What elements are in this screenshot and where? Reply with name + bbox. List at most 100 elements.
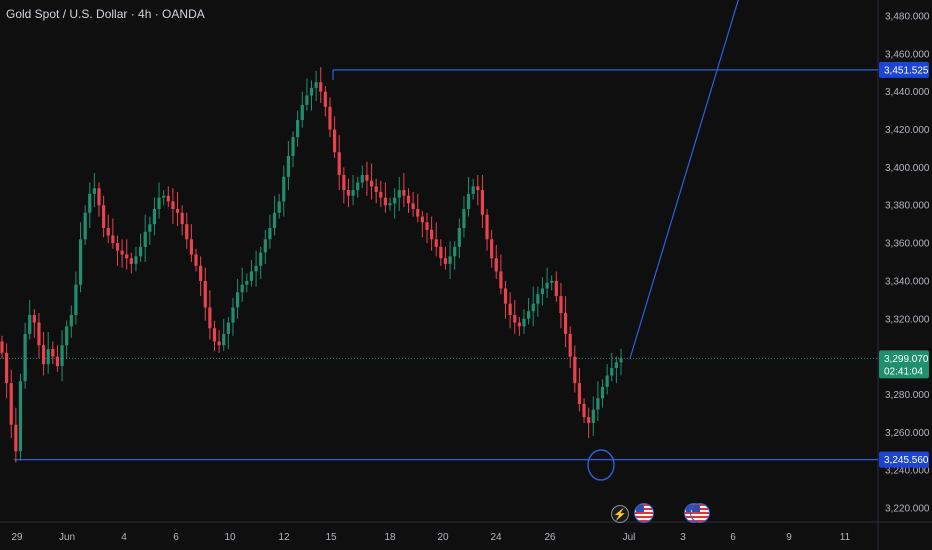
candle-body bbox=[41, 345, 46, 365]
candle-body bbox=[240, 284, 244, 293]
candle-body bbox=[296, 120, 300, 138]
candle-body bbox=[527, 311, 531, 319]
time-tick-label: 24 bbox=[490, 532, 502, 543]
candles bbox=[0, 67, 623, 463]
projection-line bbox=[629, 0, 739, 359]
candle-body bbox=[88, 193, 92, 213]
candle-body bbox=[503, 288, 508, 304]
time-tick-label: 29 bbox=[11, 532, 23, 543]
candle-body bbox=[55, 356, 60, 367]
flash-icon[interactable]: ⚡ bbox=[611, 505, 629, 523]
candle-body bbox=[443, 258, 448, 264]
candle-body bbox=[346, 190, 351, 196]
candle-body bbox=[430, 229, 434, 240]
candle-body bbox=[563, 313, 568, 334]
price-tick-label: 3,360.000 bbox=[885, 239, 930, 250]
candle-body bbox=[457, 227, 461, 247]
price-tick-label: 3,460.000 bbox=[885, 49, 930, 60]
candle-body bbox=[162, 195, 166, 198]
candle-body bbox=[536, 294, 540, 304]
candle-body bbox=[152, 209, 157, 225]
candle-body bbox=[189, 239, 193, 255]
candle-body bbox=[37, 322, 41, 346]
candle-body bbox=[106, 227, 110, 236]
candle-body bbox=[18, 381, 23, 452]
annotations bbox=[587, 0, 739, 481]
candle-body bbox=[332, 129, 337, 153]
candle-body bbox=[175, 209, 180, 213]
time-tick-label: 9 bbox=[786, 532, 792, 543]
candle-body bbox=[393, 197, 397, 204]
candle-body bbox=[263, 239, 267, 253]
candle-body bbox=[439, 246, 443, 259]
candle-body bbox=[185, 224, 189, 240]
candle-body bbox=[212, 328, 217, 342]
candle-body bbox=[314, 82, 318, 88]
price-tick-label: 3,400.000 bbox=[885, 163, 930, 174]
candle-body bbox=[397, 190, 401, 198]
candle-body bbox=[291, 137, 295, 157]
symbol-title[interactable]: Gold Spot / U.S. Dollar · 4h · OANDA bbox=[6, 7, 205, 21]
candle-body bbox=[129, 258, 133, 264]
time-tick-label: 26 bbox=[544, 532, 556, 543]
candle-body bbox=[508, 303, 512, 315]
candle-body bbox=[125, 254, 129, 259]
candle-body bbox=[462, 209, 466, 228]
candle-body bbox=[78, 239, 83, 285]
candle-body bbox=[554, 280, 558, 297]
candle-body bbox=[92, 188, 96, 194]
us-flag-icon[interactable] bbox=[634, 503, 654, 523]
candle-body bbox=[51, 349, 55, 357]
candle-body bbox=[531, 303, 535, 312]
candle-body bbox=[46, 349, 50, 365]
candle-body bbox=[605, 375, 609, 387]
candle-body bbox=[540, 288, 545, 295]
candle-body bbox=[148, 224, 152, 232]
candle-body bbox=[545, 282, 549, 289]
time-tick-label: Jun bbox=[59, 532, 75, 543]
time-tick-label: 20 bbox=[437, 532, 449, 543]
candle-body bbox=[194, 254, 198, 266]
candle-body bbox=[166, 195, 170, 202]
candle-body bbox=[286, 156, 291, 177]
candle-body bbox=[434, 239, 438, 247]
candle-body bbox=[369, 180, 374, 187]
candle-body bbox=[550, 280, 554, 283]
candle-body bbox=[374, 186, 378, 192]
candle-body bbox=[171, 201, 175, 210]
candle-body bbox=[356, 182, 360, 191]
time-tick-label: 6 bbox=[173, 532, 179, 543]
candle-body bbox=[9, 383, 13, 425]
candle-body bbox=[600, 386, 605, 399]
candle-body bbox=[268, 227, 272, 240]
candle-body bbox=[485, 214, 489, 240]
price-tick-label: 3,240.000 bbox=[885, 466, 930, 477]
candle-body bbox=[208, 307, 212, 329]
price-tick-label: 3,220.000 bbox=[885, 504, 930, 515]
candle-body bbox=[143, 231, 147, 247]
candle-body bbox=[217, 341, 221, 346]
candle-body bbox=[383, 197, 388, 206]
candle-body bbox=[249, 271, 254, 281]
candle-body bbox=[360, 174, 364, 183]
candle-body bbox=[619, 358, 623, 363]
candle-body bbox=[254, 265, 258, 272]
candle-body bbox=[231, 307, 235, 323]
candle-body bbox=[5, 352, 9, 384]
us-flag-icon[interactable] bbox=[690, 503, 710, 523]
price-axis[interactable]: 3,480.000 3,460.000 3,440.000 3,420.000 3,40… bbox=[879, 12, 930, 515]
candle-body bbox=[425, 222, 429, 230]
candle-body bbox=[596, 398, 600, 410]
time-axis[interactable]: 29 Jun 4 6 10 12 15 18 20 24 26 Jul 3 6 9 11 bbox=[11, 532, 850, 543]
candle-body bbox=[305, 95, 309, 105]
candle-body bbox=[14, 424, 18, 452]
candle-body bbox=[587, 417, 591, 423]
time-tick-label: 12 bbox=[278, 532, 290, 543]
price-tick-label: 3,380.000 bbox=[885, 201, 930, 212]
candle-body bbox=[342, 174, 346, 191]
candle-body bbox=[245, 280, 249, 285]
candle-body bbox=[582, 403, 586, 418]
candle-body bbox=[559, 296, 563, 314]
candle-body bbox=[513, 314, 517, 323]
